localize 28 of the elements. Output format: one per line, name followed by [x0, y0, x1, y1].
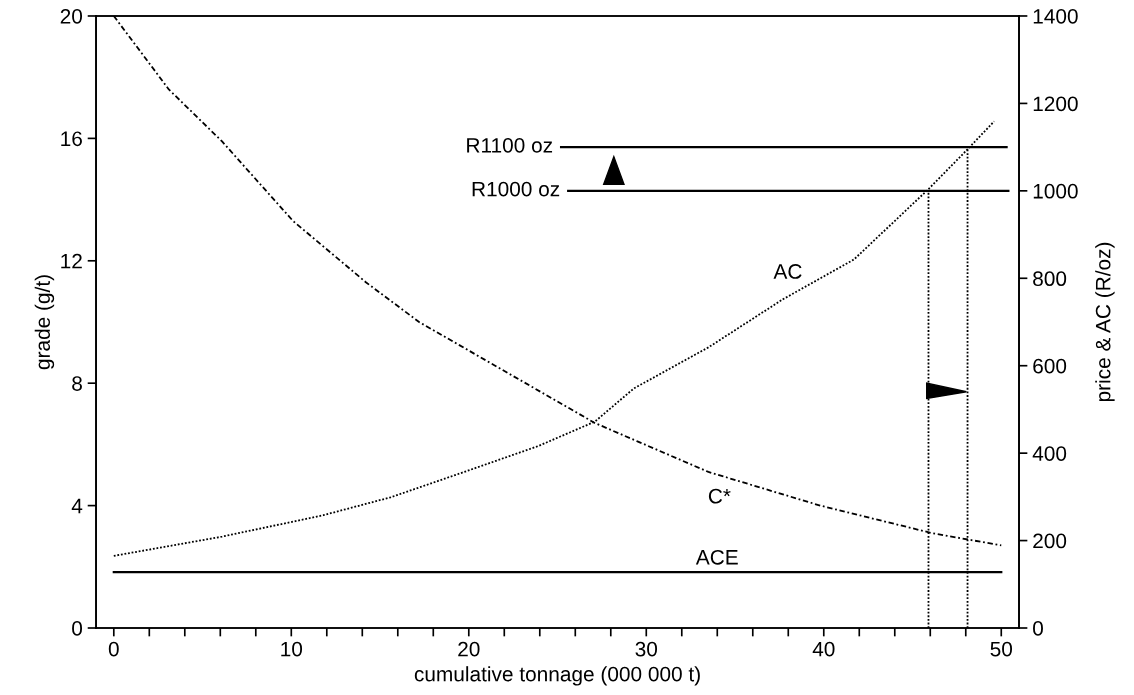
- y2-tick-label: 200: [1033, 533, 1067, 549]
- y2-tick-label: 0: [1033, 621, 1043, 636]
- y2-tick-label: 1200: [1033, 96, 1078, 112]
- y-tick-label: 12: [61, 253, 82, 269]
- y-tick-label: 4: [71, 498, 83, 514]
- x-tick-label: 40: [812, 641, 835, 657]
- x-tick-label: 20: [458, 641, 480, 657]
- x-axis-title: cumulative tonnage (000 000 t): [414, 666, 700, 686]
- series-label: ACE: [695, 549, 738, 565]
- y2-tick-label: 1000: [1033, 183, 1078, 199]
- x-tick-label: 50: [990, 641, 1013, 657]
- y-axis-title: grade (g/t): [34, 275, 55, 370]
- x-tick-label: 0: [108, 641, 119, 657]
- x-tick-label: 30: [635, 641, 658, 657]
- y2-tick-label: 400: [1032, 446, 1067, 461]
- y2-axis-title: price & AC (R/oz): [1095, 242, 1115, 402]
- series-label: C*: [708, 488, 731, 504]
- y2-tick-label: 600: [1033, 358, 1067, 374]
- x-tick-label: 10: [281, 641, 303, 657]
- y-tick-label: 8: [72, 376, 82, 391]
- y-tick-label: 16: [61, 131, 82, 147]
- y-tick-label: 20: [60, 8, 83, 24]
- series-label: R1100 oz: [467, 137, 553, 153]
- series-label: AC: [773, 264, 802, 279]
- y2-tick-label: 1400: [1033, 8, 1078, 24]
- y2-tick-label: 800: [1033, 271, 1067, 287]
- series-label: R1000 oz: [472, 181, 560, 197]
- y-tick-label: 0: [72, 621, 83, 636]
